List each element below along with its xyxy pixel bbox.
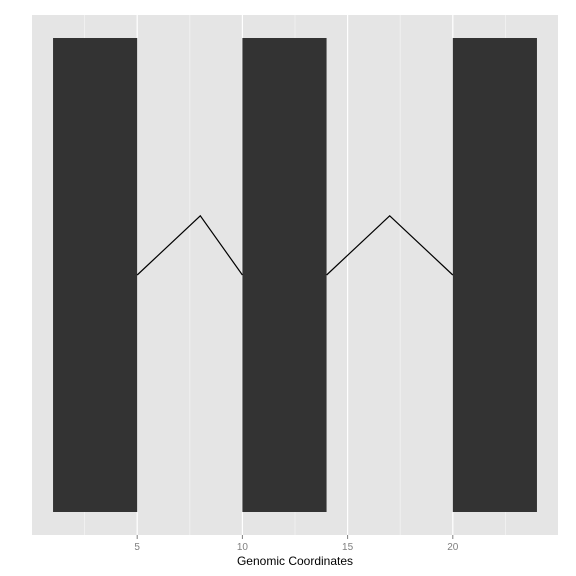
x-tick-label: 15: [342, 542, 354, 553]
intron-lines: [136, 214, 454, 276]
exon-block: [452, 38, 537, 512]
x-axis-ticks: 5 10 15 20: [134, 535, 459, 553]
exon-blocks: [53, 38, 537, 512]
exon-block: [53, 38, 138, 512]
x-tick-label: 20: [447, 542, 459, 553]
x-tick-label: 10: [237, 542, 249, 553]
x-tick-label: 5: [134, 542, 140, 553]
intron-line: [326, 214, 454, 276]
intron-line: [136, 214, 243, 276]
x-axis-title: Genomic Coordinates: [237, 554, 353, 568]
exon-block: [242, 38, 327, 512]
